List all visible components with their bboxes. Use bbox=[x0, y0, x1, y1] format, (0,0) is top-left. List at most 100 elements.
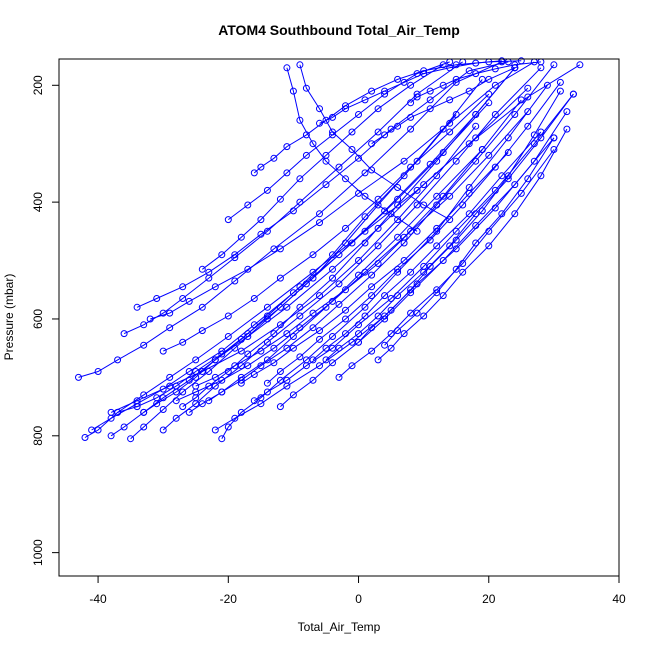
data-point bbox=[296, 324, 304, 332]
data-point bbox=[192, 356, 200, 364]
data-point bbox=[491, 111, 499, 118]
data-point bbox=[302, 151, 310, 159]
data-point bbox=[368, 283, 376, 291]
data-point bbox=[94, 368, 102, 375]
data-point bbox=[127, 435, 135, 443]
data-point bbox=[413, 309, 421, 317]
series-36 bbox=[368, 64, 519, 148]
data-point bbox=[250, 169, 258, 177]
data-point bbox=[537, 172, 545, 180]
series-line bbox=[78, 61, 503, 378]
data-point bbox=[420, 70, 428, 78]
data-point bbox=[387, 330, 395, 338]
data-point bbox=[257, 163, 265, 171]
data-point bbox=[224, 216, 232, 224]
data-point bbox=[270, 154, 278, 162]
series-34 bbox=[250, 57, 525, 177]
series-30 bbox=[114, 111, 460, 416]
data-point bbox=[296, 175, 304, 183]
series-18 bbox=[283, 64, 421, 235]
data-point bbox=[159, 347, 167, 355]
data-point bbox=[257, 347, 265, 355]
data-point bbox=[348, 128, 356, 136]
data-point bbox=[309, 356, 317, 364]
data-point bbox=[218, 251, 226, 259]
data-point bbox=[263, 186, 271, 194]
data-point bbox=[205, 382, 213, 390]
data-point bbox=[329, 113, 336, 121]
data-point bbox=[120, 423, 128, 431]
data-point bbox=[224, 368, 232, 375]
data-point bbox=[420, 181, 428, 189]
data-point bbox=[335, 280, 343, 288]
data-point bbox=[368, 292, 376, 300]
data-point bbox=[172, 397, 180, 405]
y-tick-label: 800 bbox=[31, 425, 45, 445]
data-point bbox=[472, 222, 480, 229]
data-point bbox=[166, 324, 174, 332]
data-point bbox=[231, 362, 239, 370]
data-point bbox=[478, 207, 486, 215]
data-point bbox=[407, 125, 415, 133]
series-line bbox=[195, 111, 529, 387]
data-point bbox=[322, 151, 330, 159]
data-point bbox=[426, 160, 434, 168]
series-line bbox=[377, 128, 568, 361]
data-point bbox=[237, 335, 245, 343]
data-point bbox=[244, 265, 252, 273]
data-point bbox=[316, 210, 323, 218]
data-point bbox=[237, 347, 245, 355]
data-point bbox=[381, 131, 389, 139]
data-point bbox=[400, 78, 408, 86]
series-line bbox=[221, 85, 548, 439]
x-tick-label: 20 bbox=[482, 592, 496, 606]
data-point bbox=[524, 84, 532, 92]
data-point bbox=[322, 344, 330, 352]
data-point bbox=[348, 146, 356, 153]
data-point bbox=[452, 157, 460, 165]
data-point bbox=[322, 116, 330, 124]
data-point bbox=[329, 265, 336, 273]
data-point bbox=[257, 400, 265, 408]
data-point bbox=[224, 312, 232, 320]
data-point bbox=[426, 96, 434, 104]
data-point bbox=[387, 210, 395, 218]
data-point bbox=[179, 295, 187, 302]
series-line bbox=[110, 125, 477, 413]
data-point bbox=[374, 224, 382, 232]
data-point bbox=[263, 388, 271, 396]
series-line bbox=[253, 60, 522, 174]
series-line bbox=[319, 60, 502, 124]
data-point bbox=[355, 330, 362, 338]
series-line bbox=[208, 64, 555, 402]
data-point bbox=[491, 163, 499, 171]
series-line bbox=[123, 61, 463, 335]
data-point bbox=[556, 78, 564, 86]
data-point bbox=[361, 239, 369, 247]
series-line bbox=[299, 64, 450, 221]
data-point bbox=[283, 143, 291, 151]
series-line bbox=[241, 152, 509, 384]
data-point bbox=[452, 236, 460, 244]
data-point bbox=[244, 350, 252, 358]
y-axis-label: Pressure (mbar) bbox=[2, 274, 16, 361]
data-point bbox=[166, 373, 174, 381]
series-line bbox=[410, 61, 541, 104]
data-point bbox=[309, 274, 317, 282]
series-line bbox=[182, 67, 516, 408]
data-point bbox=[205, 397, 213, 405]
data-point bbox=[211, 373, 219, 381]
data-point bbox=[381, 341, 389, 349]
data-point bbox=[322, 181, 330, 189]
data-point bbox=[179, 283, 187, 291]
data-point bbox=[198, 368, 206, 375]
data-point bbox=[133, 403, 141, 411]
data-point bbox=[563, 108, 571, 116]
data-point bbox=[244, 330, 252, 338]
data-point bbox=[309, 140, 317, 148]
data-point bbox=[198, 265, 206, 273]
data-point bbox=[263, 303, 271, 311]
data-point bbox=[198, 400, 206, 408]
data-point bbox=[250, 397, 258, 405]
plot-frame bbox=[58, 58, 620, 577]
